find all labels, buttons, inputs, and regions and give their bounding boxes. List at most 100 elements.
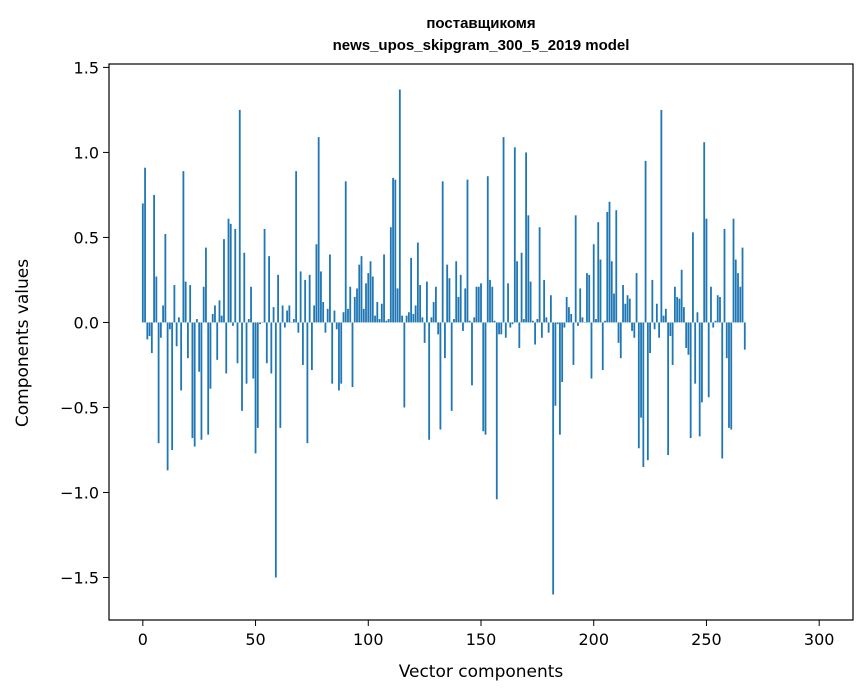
bar-109 bbox=[387, 319, 390, 323]
bar-138 bbox=[453, 319, 455, 323]
bar-90 bbox=[344, 181, 347, 323]
bar-50 bbox=[254, 322, 257, 454]
bar-117 bbox=[405, 315, 408, 323]
bar-257 bbox=[721, 322, 724, 459]
y-tick-label: −1.0 bbox=[60, 483, 99, 502]
bar-188 bbox=[565, 296, 568, 323]
bar-176 bbox=[538, 227, 541, 323]
bar-241 bbox=[685, 322, 688, 348]
bar-100 bbox=[367, 273, 370, 323]
bar-204 bbox=[601, 322, 604, 371]
bar-8 bbox=[159, 322, 162, 338]
bar-127 bbox=[428, 322, 431, 440]
bar-55 bbox=[265, 322, 268, 364]
bar-226 bbox=[651, 279, 654, 323]
bar-242 bbox=[687, 322, 690, 355]
bar-240 bbox=[683, 307, 685, 323]
bar-234 bbox=[669, 322, 672, 337]
bar-94 bbox=[353, 296, 356, 323]
bar-169 bbox=[522, 319, 525, 323]
y-tick-label: 0.5 bbox=[74, 228, 99, 247]
bar-124 bbox=[421, 317, 424, 323]
bar-1 bbox=[144, 167, 146, 323]
bar-217 bbox=[631, 322, 633, 331]
bar-214 bbox=[624, 303, 627, 323]
bar-175 bbox=[536, 319, 539, 323]
bar-21 bbox=[189, 285, 192, 323]
bar-59 bbox=[274, 322, 277, 578]
bar-244 bbox=[692, 232, 694, 323]
bar-11 bbox=[166, 322, 169, 471]
bar-236 bbox=[673, 286, 676, 323]
bar-110 bbox=[389, 227, 392, 323]
y-tick-label: 1.0 bbox=[74, 143, 99, 162]
y-tick-label: 0.0 bbox=[74, 313, 99, 332]
bar-231 bbox=[662, 315, 665, 323]
bar-5 bbox=[153, 194, 155, 323]
bar-51 bbox=[256, 322, 259, 428]
bar-89 bbox=[342, 312, 345, 323]
bar-83 bbox=[329, 254, 331, 323]
bar-77 bbox=[315, 244, 318, 323]
bar-84 bbox=[331, 322, 334, 384]
bar-145 bbox=[468, 320, 471, 323]
bar-56 bbox=[268, 256, 270, 323]
y-tick-label: −0.5 bbox=[60, 398, 99, 417]
bar-225 bbox=[649, 322, 651, 354]
bar-40 bbox=[232, 322, 234, 326]
bar-167 bbox=[518, 322, 521, 348]
x-tick-label: 250 bbox=[691, 630, 722, 649]
bar-154 bbox=[489, 279, 491, 323]
bar-22 bbox=[191, 322, 194, 439]
bar-142 bbox=[462, 322, 464, 331]
bar-189 bbox=[568, 307, 570, 323]
bar-73 bbox=[306, 322, 309, 444]
bar-238 bbox=[678, 298, 681, 323]
bar-164 bbox=[511, 322, 514, 325]
plot-frame bbox=[108, 63, 854, 621]
bar-111 bbox=[392, 177, 394, 323]
bar-112 bbox=[394, 179, 397, 323]
x-tick-label: 50 bbox=[245, 630, 265, 649]
bar-205 bbox=[604, 320, 606, 323]
bar-267 bbox=[743, 322, 746, 350]
bar-191 bbox=[572, 322, 575, 365]
bar-96 bbox=[358, 264, 361, 323]
bar-18 bbox=[182, 171, 185, 323]
bar-75 bbox=[311, 322, 313, 371]
bar-163 bbox=[509, 322, 512, 328]
bar-33 bbox=[216, 322, 219, 360]
bar-249 bbox=[703, 142, 706, 323]
bar-182 bbox=[552, 322, 555, 595]
y-tick-label: −1.5 bbox=[60, 568, 99, 587]
bar-0 bbox=[141, 203, 144, 323]
bar-42 bbox=[236, 322, 239, 364]
bar-58 bbox=[272, 307, 275, 323]
bar-102 bbox=[371, 276, 374, 323]
bar-115 bbox=[401, 315, 403, 323]
y-axis-label: Components values bbox=[13, 259, 33, 427]
bar-121 bbox=[414, 305, 417, 323]
x-axis-ticks: 0 50 100 150 200 250 300 bbox=[138, 620, 834, 649]
bar-156 bbox=[493, 320, 496, 323]
bar-116 bbox=[403, 322, 406, 408]
bar-3 bbox=[148, 322, 151, 337]
bar-180 bbox=[547, 322, 550, 333]
bar-85 bbox=[333, 310, 336, 323]
bar-179 bbox=[545, 317, 548, 323]
bar-9 bbox=[162, 305, 165, 323]
bar-67 bbox=[292, 319, 295, 323]
bar-260 bbox=[728, 322, 730, 428]
bar-258 bbox=[723, 228, 726, 323]
bar-34 bbox=[218, 300, 221, 323]
bar-194 bbox=[579, 288, 582, 323]
bar-237 bbox=[676, 296, 679, 323]
bar-114 bbox=[398, 89, 401, 323]
bar-137 bbox=[450, 322, 453, 411]
chart-subtitle: news_upos_skipgram_300_5_2019 model bbox=[333, 37, 630, 54]
bar-12 bbox=[168, 322, 171, 330]
bar-215 bbox=[626, 295, 629, 323]
bar-68 bbox=[295, 171, 298, 323]
bar-81 bbox=[324, 322, 327, 333]
bar-2 bbox=[146, 322, 149, 340]
